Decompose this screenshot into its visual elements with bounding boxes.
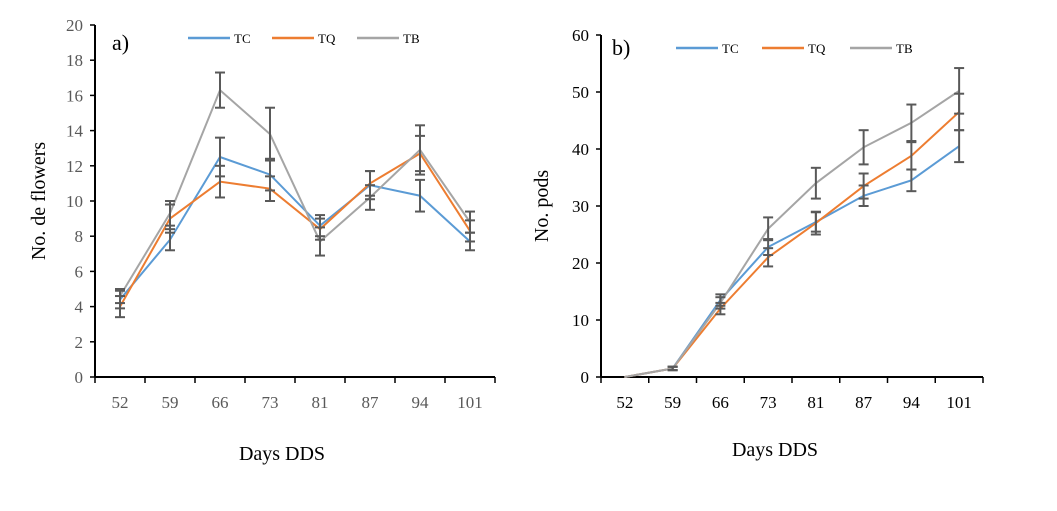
legend-item-tc: TC	[676, 41, 739, 56]
legend-item-tb: TB	[850, 41, 913, 56]
series-line-tb	[624, 90, 960, 378]
error-bar-tb	[265, 106, 275, 162]
y-tick-label: 40	[572, 140, 589, 159]
y-tick-label: 20	[66, 16, 83, 35]
y-tick-label: 14	[66, 122, 84, 141]
series-line-tc	[624, 145, 960, 378]
x-tick-label: 81	[312, 393, 329, 412]
y-tick-label: 2	[75, 333, 84, 352]
y-tick-label: 10	[572, 311, 589, 330]
legend-label: TC	[234, 31, 251, 46]
error-bar-tb	[465, 210, 475, 234]
legend-label: TQ	[808, 41, 826, 56]
y-tick-label: 30	[572, 197, 589, 216]
error-bar-tq	[763, 247, 774, 268]
x-tick-label: 66	[712, 393, 729, 412]
error-bar-tb	[315, 226, 325, 257]
series-line-tb	[119, 88, 471, 297]
x-tick-label: 59	[664, 393, 681, 412]
error-bar-tq	[810, 210, 821, 236]
y-tick-label: 20	[572, 254, 589, 273]
x-tick-label: 81	[807, 393, 824, 412]
legend-label: TQ	[318, 31, 336, 46]
x-tick-label: 73	[262, 393, 279, 412]
x-tick-label: 52	[616, 393, 633, 412]
series-line-tq	[624, 111, 960, 378]
error-bar-tb	[858, 129, 869, 166]
error-bar-tb	[906, 103, 917, 143]
panel-label: a)	[112, 30, 129, 55]
y-tick-label: 16	[66, 86, 83, 105]
x-tick-label: 101	[457, 393, 483, 412]
chart-panel-b: 0 10 20 30 40 50 60 52 59 66 73 81 87 94 101 b) TC TQ TB Da…	[531, 26, 984, 461]
error-bar-tc	[415, 178, 425, 213]
y-tick-label: 60	[572, 26, 589, 45]
x-tick-label: 66	[212, 393, 229, 412]
legend-label: TC	[722, 41, 739, 56]
x-axis-label: Days DDS	[732, 439, 818, 461]
error-bar-tb	[415, 124, 425, 176]
legend-item-tq: TQ	[762, 41, 826, 56]
panel-label: b)	[612, 35, 630, 60]
x-tick-label: 87	[362, 393, 380, 412]
error-bar-tq	[215, 164, 225, 199]
y-axis-label: No. pods	[531, 170, 553, 242]
y-tick-label: 10	[66, 192, 83, 211]
legend: TC TQ TB	[676, 41, 913, 56]
y-tick-label: 50	[572, 83, 589, 102]
error-bar-tq	[858, 172, 869, 200]
error-bar-tb	[115, 288, 125, 305]
legend-item-tq: TQ	[272, 31, 336, 46]
error-bar-tb	[810, 166, 821, 200]
series-line-tc	[119, 155, 471, 301]
y-tick-label: 4	[75, 298, 84, 317]
x-tick-label: 87	[855, 393, 873, 412]
x-tick-label: 94	[903, 393, 921, 412]
x-tick-label: 52	[112, 393, 129, 412]
error-bar-tc	[954, 129, 965, 164]
data-point-tb	[624, 376, 626, 378]
error-bar-tq	[265, 175, 275, 202]
error-bar-tb	[667, 365, 678, 372]
error-bar-tb	[715, 296, 726, 310]
error-bar-tb	[763, 216, 774, 242]
legend: TC TQ TB	[188, 31, 420, 46]
x-tick-label: 59	[162, 393, 179, 412]
x-axis-label: Days DDS	[239, 443, 325, 465]
y-tick-label: 8	[75, 227, 84, 246]
y-tick-label: 18	[66, 51, 83, 70]
legend-label: TB	[403, 31, 420, 46]
x-tick-label: 73	[760, 393, 777, 412]
error-bar-tb	[365, 184, 375, 211]
legend-item-tb: TB	[357, 31, 420, 46]
error-bar-tb	[954, 67, 965, 115]
error-bar-tb	[215, 71, 225, 109]
error-bar-tb	[165, 200, 175, 227]
legend-label: TB	[896, 41, 913, 56]
error-bar-tq	[906, 141, 917, 171]
x-tick-label: 101	[946, 393, 972, 412]
y-tick-label: 6	[75, 262, 84, 281]
legend-item-tc: TC	[188, 31, 251, 46]
y-tick-label: 0	[75, 368, 84, 387]
x-tick-label: 94	[412, 393, 430, 412]
chart-panel-a: 0 2 4 6 8 10 12 14 16 18 20 52 59 66 73 81 87 94 101 a) TC TQ…	[28, 16, 496, 465]
y-tick-label: 0	[581, 368, 590, 387]
error-bar-tc	[906, 168, 917, 193]
y-tick-label: 12	[66, 157, 83, 176]
y-axis-label: No. de flowers	[28, 142, 50, 261]
